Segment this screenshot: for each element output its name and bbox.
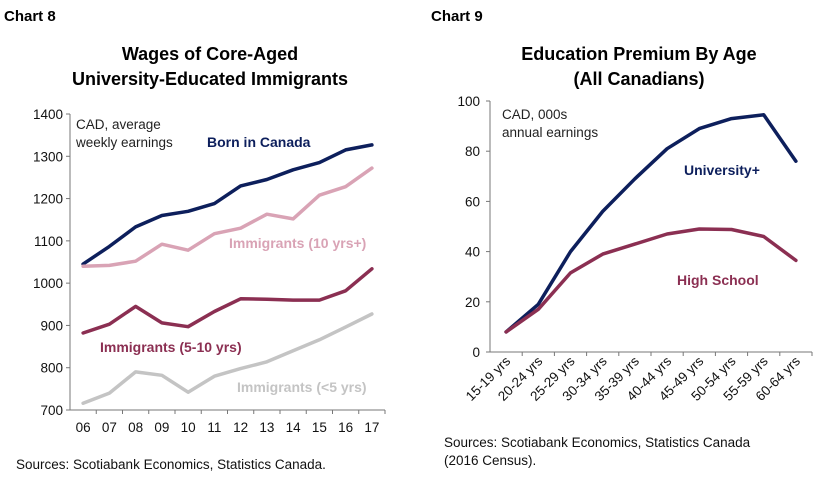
x-tick-label: 11 bbox=[207, 420, 221, 435]
chart-8-title: Wages of Core-Aged University-Educated I… bbox=[20, 42, 400, 92]
x-tick-label: 09 bbox=[154, 420, 169, 435]
y-tick-label: 900 bbox=[40, 318, 63, 333]
x-tick-label: 14 bbox=[286, 420, 302, 435]
x-tick-label: 17 bbox=[364, 420, 379, 435]
chart-8-label: Chart 8 bbox=[4, 8, 56, 25]
chart-8-title-line-2: University-Educated Immigrants bbox=[71, 69, 349, 89]
x-tick-label: 06 bbox=[76, 420, 91, 435]
x-tick-label: 08 bbox=[128, 420, 143, 435]
series-line-2 bbox=[81, 267, 374, 335]
y-tick-label: 60 bbox=[465, 194, 480, 209]
chart-9-title: Education Premium By Age (All Canadians) bbox=[454, 42, 824, 92]
x-tick-label: 07 bbox=[102, 420, 117, 435]
chart-8-plot: 700 800 900 1000 1100 1200 1300 1400 06 07 08 09 10 1… bbox=[33, 107, 386, 435]
y-tick-label: 40 bbox=[465, 245, 480, 260]
series-label-2: Immigrants (5-10 yrs) bbox=[100, 339, 242, 355]
series-line-0 bbox=[81, 143, 374, 266]
chart-9-panel: Chart 9 Education Premium By Age (All Ca… bbox=[414, 0, 828, 482]
axis-note-line-2: weekly earnings bbox=[75, 135, 173, 150]
y-tick-label: 700 bbox=[40, 403, 63, 418]
y-tick-label: 1000 bbox=[33, 276, 63, 291]
x-tick-label: 10 bbox=[181, 420, 196, 435]
chart-9-title-line-1: Education Premium By Age bbox=[521, 44, 757, 64]
series-label-0: Born in Canada bbox=[207, 134, 311, 150]
series-label-0: University+ bbox=[684, 162, 760, 178]
chart-8-panel: Chart 8 Wages of Core-Aged University-Ed… bbox=[4, 8, 400, 472]
series-line-1 bbox=[504, 227, 798, 334]
chart-9-source-line-1: Sources: Scotiabank Economics, Statistic… bbox=[444, 435, 751, 450]
x-tick-label: 13 bbox=[259, 420, 274, 435]
y-tick-label: 1200 bbox=[33, 192, 63, 207]
y-tick-label: 80 bbox=[465, 144, 480, 159]
chart-8-title-line-1: Wages of Core-Aged bbox=[121, 44, 299, 64]
chart-9-title-line-2: (All Canadians) bbox=[573, 69, 705, 89]
y-tick-label: 1100 bbox=[34, 234, 63, 249]
series-label-3: Immigrants (<5 yrs) bbox=[237, 379, 367, 395]
series-line-3 bbox=[81, 312, 374, 405]
y-tick-label: 1300 bbox=[33, 149, 63, 164]
y-tick-label: 800 bbox=[40, 361, 63, 376]
series-label-1: Immigrants (10 yrs+) bbox=[229, 235, 366, 251]
y-tick-label: 0 bbox=[472, 345, 480, 360]
y-tick-label: 20 bbox=[465, 295, 480, 310]
chart-8-source: Sources: Scotiabank Economics, Statistic… bbox=[16, 457, 326, 472]
axis-note-line-1: CAD, average bbox=[76, 117, 161, 132]
axis-note-line-1: CAD, 000s bbox=[502, 107, 568, 122]
chart-9-label: Chart 9 bbox=[431, 8, 483, 25]
y-tick-label: 100 bbox=[457, 94, 480, 109]
series-line-0 bbox=[504, 113, 798, 334]
axis-note-line-2: annual earnings bbox=[502, 125, 598, 140]
x-tick-label: 12 bbox=[233, 420, 248, 435]
y-tick-label: 1400 bbox=[33, 107, 63, 122]
chart-9-source-line-2: (2016 Census). bbox=[444, 453, 537, 468]
x-tick-label: 16 bbox=[338, 420, 353, 435]
series-label-1: High School bbox=[677, 272, 759, 288]
x-tick-label: 15 bbox=[312, 420, 327, 435]
series-line-1 bbox=[81, 166, 374, 268]
chart-9-source: Sources: Scotiabank Economics, Statistic… bbox=[444, 434, 750, 470]
